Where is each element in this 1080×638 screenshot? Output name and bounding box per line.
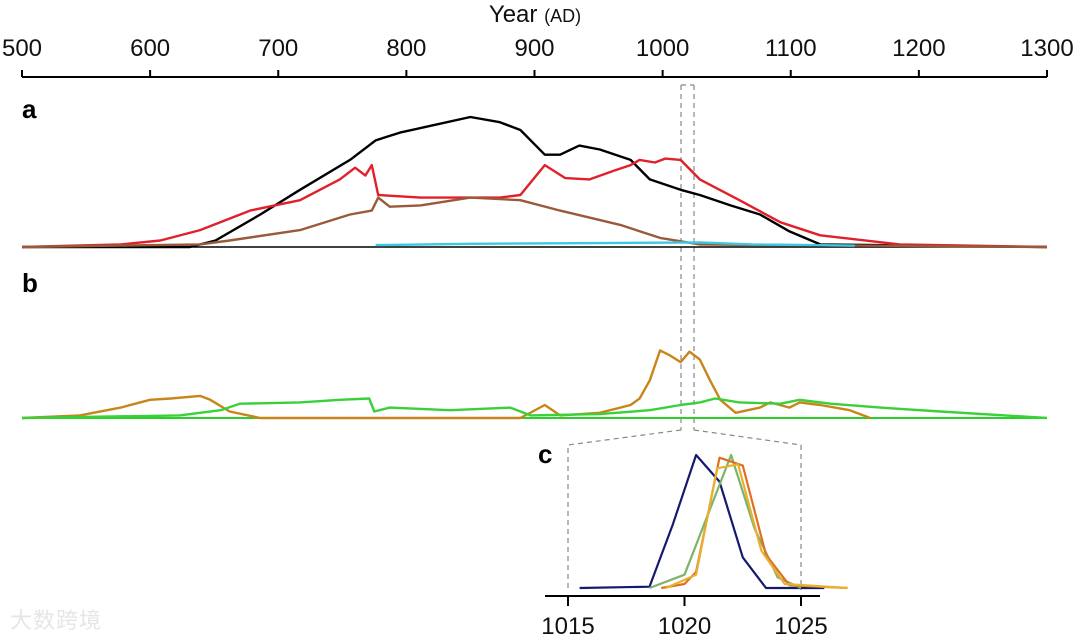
watermark-logo: 大数跨境	[10, 608, 103, 633]
x-tick-label: 600	[130, 35, 170, 62]
x-tick-label: 700	[258, 35, 298, 62]
series-a-black	[22, 115, 1048, 249]
zoom-guide-lines	[567, 84, 802, 590]
x-tick-label: 500	[2, 35, 42, 62]
series-b-orange	[21, 349, 871, 420]
x-axis-title: Year (AD)	[489, 1, 581, 28]
inset-x-axis-ticks: 1015 1020 1025	[541, 596, 828, 638]
panel-label-c: c	[538, 439, 552, 469]
series-c-green	[649, 453, 802, 590]
series-c-navy	[579, 453, 825, 590]
panel-label-b: b	[22, 268, 38, 298]
series-group	[21, 115, 1048, 590]
panel-label-a: a	[22, 94, 37, 124]
inset-x-tick-label: 1020	[658, 613, 711, 638]
x-axis-unit: (AD)	[544, 6, 581, 26]
x-tick-label: 1000	[636, 35, 689, 62]
inset-x-tick-label: 1025	[774, 613, 827, 638]
x-tick-label: 1100	[765, 35, 817, 62]
x-axis-label: Year	[489, 1, 538, 28]
series-a-brown	[21, 196, 1048, 249]
x-tick-label: 800	[386, 35, 426, 62]
series-a-red	[21, 157, 1048, 249]
x-tick-label: 1300	[1020, 35, 1073, 62]
x-tick-label: 900	[514, 35, 554, 62]
x-tick-label: 1200	[892, 35, 945, 62]
series-c-yellow	[665, 463, 848, 590]
series-c-orange	[661, 456, 848, 590]
series-b-green	[21, 397, 1048, 420]
inset-x-tick-label: 1015	[541, 613, 594, 638]
series-a-cyan	[375, 241, 855, 247]
x-axis-ticks: 500 600 700 800 900 1000 1100 1200 1300	[2, 35, 1074, 77]
